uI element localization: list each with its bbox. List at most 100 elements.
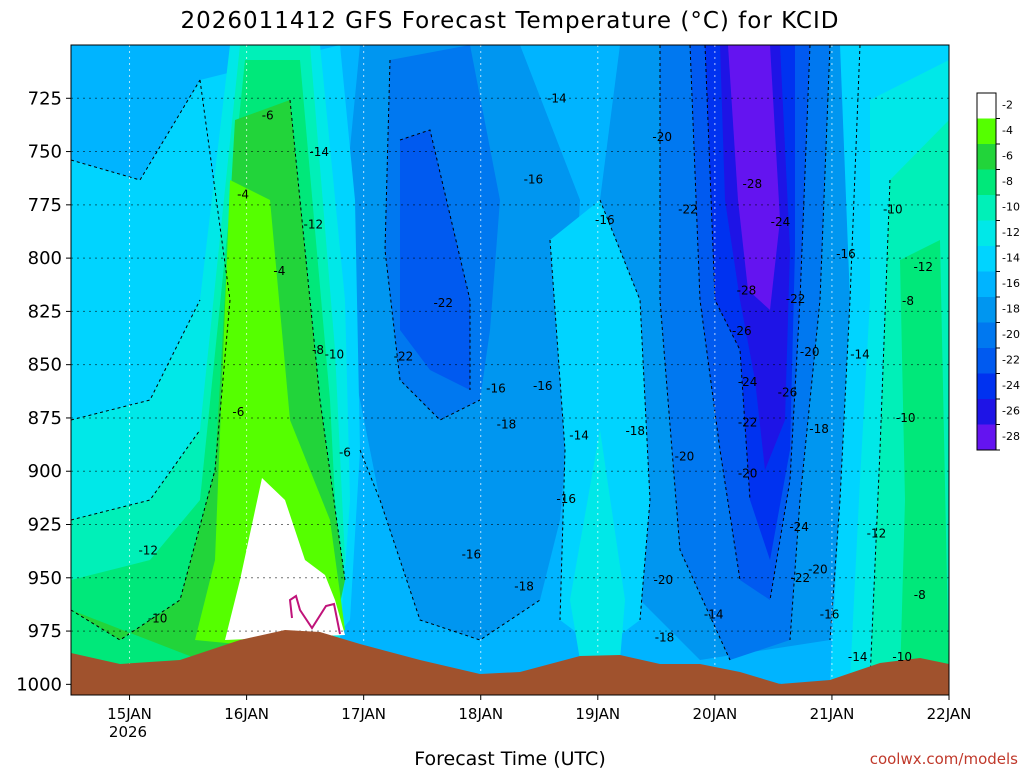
contour-line: [359, 449, 541, 641]
contour-label: -26: [778, 386, 798, 400]
contour-label: -16: [820, 607, 840, 621]
x-tick-label: 18JAN: [458, 705, 503, 723]
contour-label: -16: [533, 379, 553, 393]
y-tick-label: 1000: [16, 674, 62, 695]
cold-band-22: [400, 130, 470, 390]
colorbar-label: -8: [1002, 175, 1013, 188]
contour-label: -16: [462, 548, 482, 562]
colorbar-swatch: [977, 348, 996, 374]
contour-label: -18: [655, 631, 675, 645]
colorbar-swatch: [977, 271, 996, 297]
contour-labels: -6-14-4-12-4-8 -10-6-6-12-10-22-22-16 -16-…: [138, 92, 933, 664]
contour-label: -18: [625, 424, 645, 438]
arctic-band-28: [728, 45, 780, 310]
colorbar-swatch: [977, 220, 996, 246]
contour-label: -28: [737, 283, 757, 297]
contour-label: -18: [497, 418, 517, 432]
contour-label: -16: [595, 213, 615, 227]
contour-label: -16: [486, 381, 506, 395]
colorbar-label: -26: [1002, 405, 1020, 418]
colorbar-label: -18: [1002, 303, 1020, 316]
contour-lines: [71, 45, 891, 681]
zero-degree-contour: [288, 594, 341, 635]
colorbar-swatch: [977, 118, 996, 144]
colorbar-label: -22: [1002, 354, 1020, 367]
contour-line: [289, 99, 346, 581]
y-tick-label: 850: [28, 355, 62, 376]
contour-label: -16: [524, 173, 544, 187]
contour-label: -20: [654, 573, 674, 587]
contour-label: -6: [262, 109, 274, 123]
y-tick-label: 750: [28, 142, 62, 163]
colorbar-label: -16: [1002, 277, 1020, 290]
contour-label: -14: [848, 650, 868, 664]
warm-band-4: [195, 180, 345, 650]
x-tick-label: 16JAN: [224, 705, 269, 723]
contour-label: -14: [850, 347, 870, 361]
contour-label: -18: [809, 422, 829, 436]
x-tick-label: 15JAN: [107, 705, 152, 723]
y-axis: 725 750 775 800 825 850 875 900 925 950 975 1000: [16, 88, 71, 695]
contour-line: [71, 299, 201, 421]
contour-label: -10: [896, 411, 916, 425]
contour-line: [769, 45, 811, 601]
contour-label: -18: [514, 580, 534, 594]
contour-label: -4: [273, 264, 285, 278]
colorbar-swatch: [977, 93, 996, 119]
credit-link[interactable]: coolwx.com/models: [870, 750, 1018, 768]
x-axis: 15JAN 16JAN 17JAN 18JAN 19JAN 20JAN 21JAN 22JAN: [107, 695, 971, 723]
colorbar-label: -2: [1002, 99, 1013, 112]
contour-line: [689, 45, 741, 581]
contour-label: -24: [738, 375, 758, 389]
contour-label: -22: [394, 349, 414, 363]
y-tick-label: 775: [28, 195, 62, 216]
contour-label: -8: [312, 343, 324, 357]
contour-label: -10: [325, 347, 345, 361]
x-axis-title: Forecast Time (UTC): [414, 748, 605, 768]
colorbar-swatch: [977, 144, 996, 170]
contour-line: [704, 45, 751, 501]
x-tick-label: 22JAN: [927, 705, 972, 723]
contour-label: -10: [148, 612, 168, 626]
colorbar-label: -14: [1002, 252, 1020, 265]
colorbar-swatch: [977, 399, 996, 425]
contour-label: -22: [678, 202, 698, 216]
contour-label: -10: [892, 650, 912, 664]
colorbar-swatch: [977, 297, 996, 323]
contour-label: -22: [791, 571, 811, 585]
contour-label: -16: [836, 247, 856, 261]
contour-label: -20: [652, 130, 672, 144]
contour-line: [659, 45, 731, 661]
contour-label: -20: [738, 467, 758, 481]
y-tick-label: 975: [28, 621, 62, 642]
y-tick-label: 950: [28, 568, 62, 589]
colorbar-swatch: [977, 424, 996, 450]
colorbar-label: -24: [1002, 379, 1020, 392]
year-label: 2026: [109, 723, 147, 741]
contour-label: -14: [309, 145, 329, 159]
contour-label: -14: [547, 92, 567, 106]
contour-label: -24: [771, 215, 791, 229]
colorbar-swatch: [977, 195, 996, 221]
terrain-fill: [71, 630, 949, 695]
contour-label: -6: [232, 405, 244, 419]
grid-lines: [71, 45, 949, 695]
contour-label: -10: [883, 202, 903, 216]
contour-label: -4: [237, 187, 249, 201]
x-tick-label: 17JAN: [341, 705, 386, 723]
colorbar-label: -20: [1002, 328, 1020, 341]
contour-label: -8: [914, 588, 926, 602]
mid-band-14: [550, 200, 650, 650]
contour-label: -14: [704, 607, 724, 621]
colorbar-label: -4: [1002, 124, 1013, 137]
contour-label: -16: [556, 492, 576, 506]
contour-label: -12: [304, 217, 324, 231]
contour-label: -24: [789, 520, 809, 534]
y-tick-label: 800: [28, 248, 62, 269]
y-tick-label: 725: [28, 88, 62, 109]
colorbar-swatch: [977, 322, 996, 348]
colorbar-swatch: [977, 373, 996, 399]
plot-frame: [70, 44, 950, 696]
x-tick-label: 21JAN: [810, 705, 855, 723]
plot-area: [71, 45, 949, 695]
